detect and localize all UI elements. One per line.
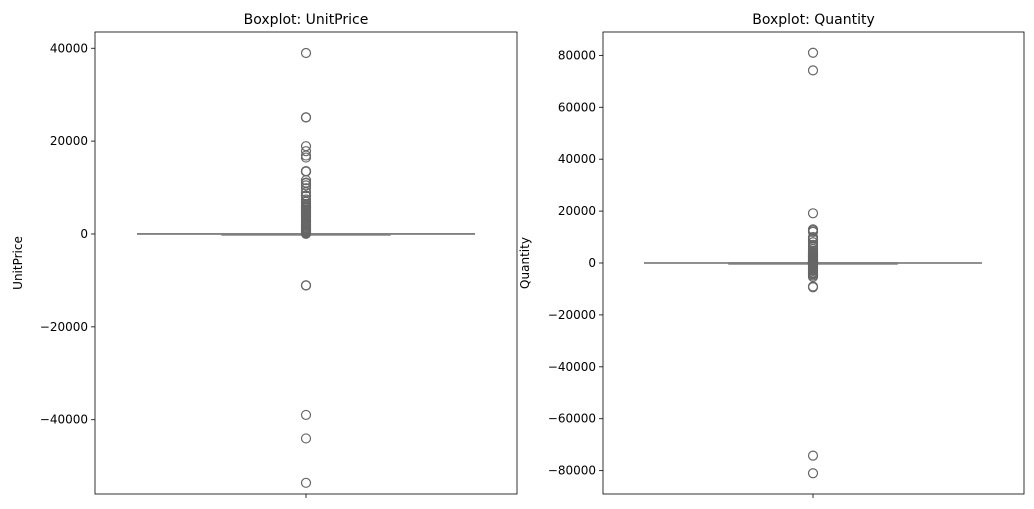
y-axis-label: Quantity xyxy=(518,237,532,289)
y-axis-label: UnitPrice xyxy=(11,236,25,290)
outlier-point xyxy=(807,450,819,461)
outlier-point xyxy=(300,280,312,291)
outlier-point xyxy=(807,47,819,58)
outlier-point xyxy=(807,226,819,237)
outlier-point xyxy=(807,468,819,479)
y-tick-label: 20000 xyxy=(558,204,596,218)
axes-frame xyxy=(94,31,518,495)
y-tick-label: 0 xyxy=(588,256,596,270)
outlier-point xyxy=(300,146,312,157)
outlier-point xyxy=(300,183,312,194)
y-tick-label: −80000 xyxy=(548,464,596,478)
outlier-point xyxy=(300,180,312,191)
chart-panel-1: Boxplot: UnitPrice UnitPrice −40000 −20000 0… xyxy=(11,12,518,498)
y-tick-label: 80000 xyxy=(558,48,596,62)
y-tick-label: 40000 xyxy=(558,152,596,166)
outlier-point xyxy=(300,175,312,186)
chart-panel-2: Boxplot: Quantity Quantity −80000 −60000 −40… xyxy=(518,12,1025,498)
y-tick-label: 60000 xyxy=(558,100,596,114)
y-tick-label: 20000 xyxy=(50,134,88,148)
outlier-point xyxy=(807,208,819,219)
y-tick-label: 0 xyxy=(80,227,88,241)
outlier-point xyxy=(807,282,819,293)
outlier-point xyxy=(300,112,312,123)
outlier-point xyxy=(807,237,819,248)
y-tick-label: 40000 xyxy=(50,41,88,55)
y-tick-label: −20000 xyxy=(548,308,596,322)
outlier-point xyxy=(300,166,312,177)
chart-title: Boxplot: Quantity xyxy=(752,12,875,28)
outlier-point xyxy=(300,152,312,163)
outlier-point xyxy=(807,65,819,76)
y-tick-label: −60000 xyxy=(548,412,596,426)
outlier-point xyxy=(300,477,312,488)
outlier-point xyxy=(300,47,312,59)
y-tick-label: −20000 xyxy=(40,320,88,334)
y-tick-label: −40000 xyxy=(40,413,88,427)
outlier-point xyxy=(300,228,312,239)
outlier-point xyxy=(300,409,312,421)
y-tick-label: −40000 xyxy=(548,360,596,374)
chart-title: Boxplot: UnitPrice xyxy=(244,12,369,28)
outlier-point xyxy=(300,433,312,444)
axes-frame xyxy=(602,31,1025,495)
